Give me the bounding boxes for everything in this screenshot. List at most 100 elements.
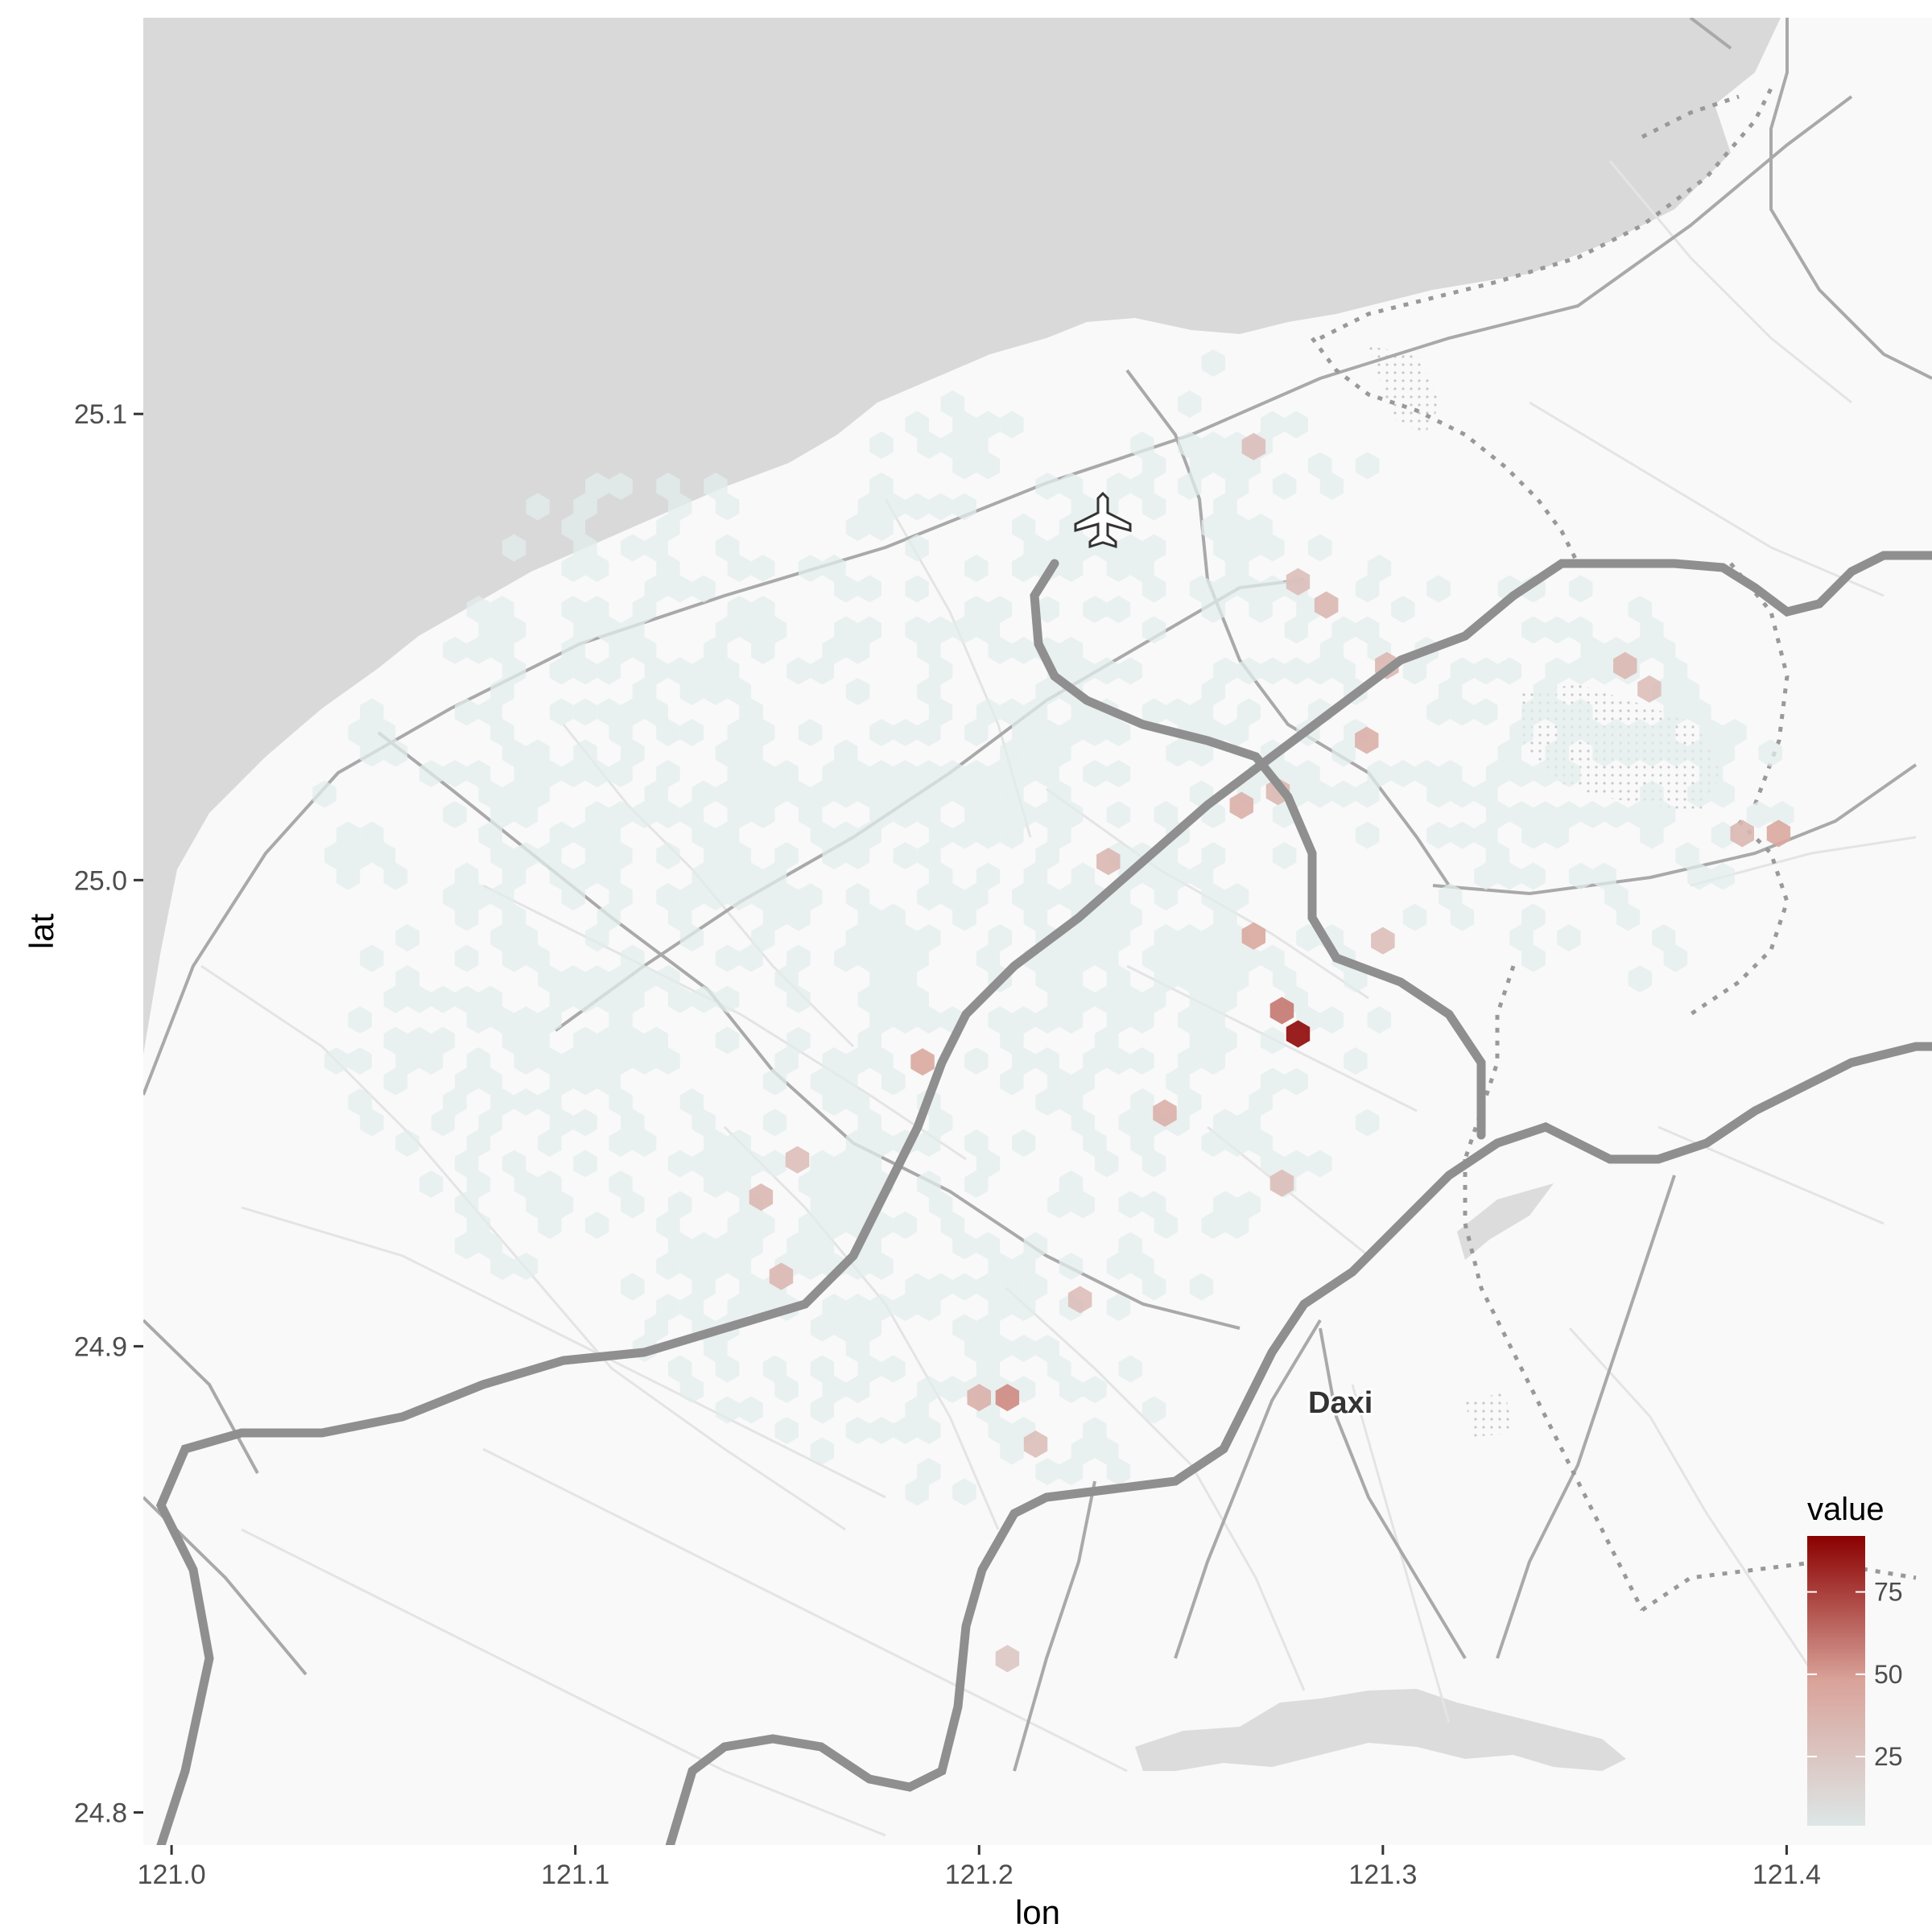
hexbin-cell: [952, 780, 976, 808]
hexbin-cell: [704, 1335, 728, 1362]
hexbin-cell: [1474, 780, 1498, 808]
y-tick-label: 24.9: [74, 1331, 127, 1362]
hexbin-cell: [538, 842, 562, 869]
hexbin-cell: [715, 534, 740, 562]
hexbin-cell: [691, 985, 716, 1013]
hexbin-cell: [490, 719, 514, 746]
hexbin-cell: [561, 883, 585, 910]
hexbin-cell: [656, 965, 680, 993]
hexbin-cell: [1568, 862, 1593, 890]
hexbin-cell: [1118, 657, 1142, 685]
x-tick-label: 121.3: [1348, 1860, 1417, 1890]
hexbin-cell: [490, 596, 514, 623]
hexbin-cell: [1130, 1129, 1154, 1157]
hexbin-cell: [679, 1376, 704, 1403]
hexbin-cell: [1284, 411, 1308, 439]
hexbin-cell: [632, 801, 657, 828]
hexbin-cell: [1687, 739, 1711, 767]
hexbin-cell: [1141, 493, 1166, 521]
hexbin-cell: [1071, 657, 1095, 685]
hexbin-cell: [1201, 1129, 1225, 1157]
hexbin-cell: [762, 1108, 787, 1137]
y-axis: 25.1 25.0 24.9 24.8: [74, 399, 143, 1828]
hexbin-cell: [857, 575, 881, 603]
place-label-daxi: Daxi: [1308, 1386, 1373, 1420]
hexbin-cell: [739, 780, 763, 808]
dotted-area: [1368, 346, 1441, 435]
hexbin-cell: [478, 698, 502, 726]
hexbin-cell: [715, 862, 740, 890]
hexbin-cell: [609, 883, 633, 910]
hexbin-cell: [1509, 760, 1534, 787]
hexbin-cell: [822, 1047, 846, 1075]
hexbin-cell: [1272, 473, 1297, 500]
hexbin-cell: [1687, 780, 1711, 808]
hexbin-cell: [644, 534, 668, 562]
hexbin-cell: [407, 985, 431, 1013]
hexbin-cell: [774, 965, 799, 993]
hexbin-cell: [928, 657, 953, 685]
hexbin-cell: [1059, 1253, 1084, 1280]
hexbin-cell: [1059, 1376, 1084, 1403]
hexbin-cell: [1035, 760, 1059, 787]
hexbin-cell: [810, 1150, 835, 1178]
hexbin-cell: [455, 944, 479, 972]
hexbin-cell: [644, 780, 668, 808]
hexbin-cell: [561, 760, 585, 787]
hexbin-cell: [799, 719, 823, 746]
hexbin-cell: [348, 842, 372, 869]
hexbin-cell: [1236, 944, 1261, 972]
hexbin-cell: [1154, 883, 1179, 910]
hexbin-cell: [869, 924, 894, 952]
hexbin-cell: [964, 431, 989, 459]
hexbin-cell: [1035, 678, 1059, 705]
hexbin-cell: [573, 821, 597, 849]
hexbin-cell: [976, 821, 1001, 849]
hexbin-cell: [1000, 1273, 1024, 1301]
hexbin-cell: [538, 1006, 562, 1034]
hexbin-cell-highlight: [1286, 568, 1311, 596]
hexbin-cell: [905, 575, 929, 603]
hexbin-cell: [1450, 821, 1475, 849]
hexbin-cell: [988, 1294, 1012, 1321]
hexbin-cell: [917, 801, 941, 828]
hexbin-cell: [1141, 1396, 1166, 1424]
hexbin-cell: [573, 985, 597, 1013]
hexbin-cell: [1213, 452, 1237, 480]
hexbin-cell: [502, 616, 526, 644]
hexbin-cell: [1035, 719, 1059, 746]
hexbin-cell: [644, 1026, 668, 1055]
hexbin-cell: [502, 780, 526, 808]
hexbin-cell: [1012, 801, 1036, 828]
hexbin-cell-highlight: [769, 1262, 794, 1290]
hexbin-cell: [952, 493, 976, 521]
hexbin-cell: [786, 903, 811, 931]
hexbin-cell: [336, 821, 361, 849]
hexbin-cell: [1000, 821, 1024, 849]
hexbin-cell: [1201, 1212, 1225, 1239]
hexbin-cell: [739, 739, 763, 767]
hexbin-cell: [917, 1006, 941, 1034]
hexbin-cell: [621, 1273, 645, 1301]
hexbin-cell: [976, 1273, 1001, 1301]
hexbin-cell: [585, 801, 609, 828]
hexbin-cell: [751, 1212, 775, 1239]
hexbin-cell: [869, 1129, 894, 1157]
hexbin-cell: [1189, 944, 1214, 972]
hexbin-cell: [1545, 821, 1569, 849]
hexbin-cell: [1497, 657, 1521, 685]
hexbin-cell: [822, 842, 846, 869]
hexbin-cell: [1355, 821, 1380, 849]
hexbin-cell: [952, 1478, 976, 1506]
hexbin-cell: [845, 842, 870, 869]
hexbin-cell: [739, 1232, 763, 1260]
hexbin-cell: [988, 1335, 1012, 1362]
x-axis: 121.0 121.1 121.2 121.3 121.4: [138, 1845, 1821, 1890]
hexbin-cell: [1012, 555, 1036, 582]
hexbin-cell: [597, 698, 621, 726]
hexbin-cell: [514, 842, 539, 869]
hexbin-cell: [490, 637, 514, 664]
hexbin-cell-highlight: [1067, 1286, 1092, 1314]
hexbin-cell: [988, 637, 1012, 664]
hexbin-cell: [1213, 1191, 1237, 1219]
